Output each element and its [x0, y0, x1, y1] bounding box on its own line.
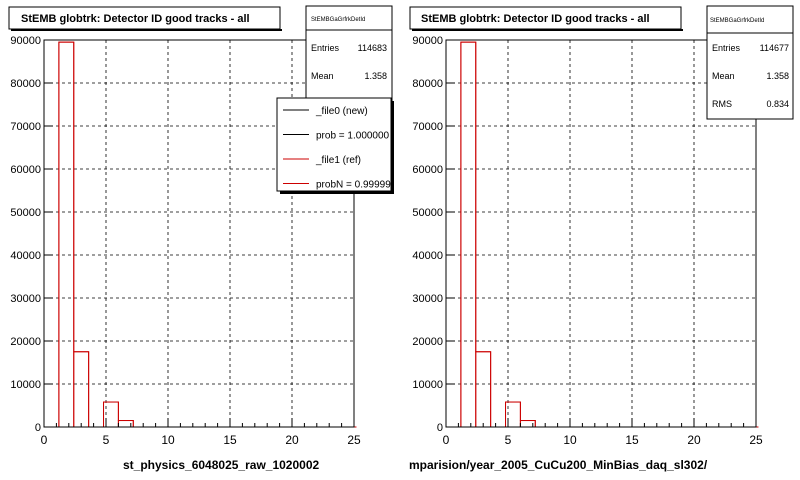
y-tick-label: 60000 — [412, 164, 443, 176]
legend-left: _file0 (new) prob = 1.000000 _file1 (ref) p… — [283, 106, 397, 191]
histogram-bar — [475, 351, 492, 428]
x-tick-label: 0 — [443, 433, 450, 447]
stats-rms-label-right: RMS — [712, 99, 732, 109]
y-tick-label: 80000 — [10, 78, 41, 90]
stats-box-right — [706, 5, 794, 120]
y-tick-label: 30000 — [10, 293, 41, 305]
y-tick-label: 60000 — [10, 164, 41, 176]
x-tick-label: 15 — [625, 433, 639, 447]
y-tick-label: 40000 — [10, 250, 41, 262]
x-tick-label: 5 — [103, 433, 110, 447]
x-axis-label-left: st_physics_6048025_raw_1020002 — [123, 458, 319, 472]
y-tick-label: 90000 — [10, 35, 41, 47]
y-tick-label: 50000 — [10, 207, 41, 219]
title-shadow-right — [412, 29, 683, 31]
x-tick-label: 25 — [749, 433, 763, 447]
stats-name-left: StEMBGaGrfrkDetId — [311, 17, 365, 23]
histogram-bar — [58, 41, 75, 428]
legend-entry-label: _file0 (new) — [315, 106, 368, 117]
x-ticks-right: 0 5 10 15 20 25 — [443, 418, 763, 447]
stats-entries-label-left: Entries — [311, 43, 340, 53]
histogram-bar — [73, 351, 90, 428]
x-tick-label: 5 — [505, 433, 512, 447]
legend-entry-label: probN = 0.999995 — [316, 180, 397, 191]
y-tick-label: 20000 — [412, 336, 443, 348]
y-tick-label: 50000 — [412, 207, 443, 219]
y-ticks-left: 0 10000 20000 30000 40000 50000 60000 70000 8000… — [10, 35, 53, 434]
stats-entries-value-left: 114683 — [358, 43, 387, 53]
plot-frame-left — [43, 39, 355, 428]
stats-name-right: StEMBGaGrfrkDetId — [710, 18, 764, 24]
y-tick-label: 70000 — [10, 121, 41, 133]
y-tick-label: 90000 — [412, 35, 443, 47]
y-tick-label: 20000 — [10, 336, 41, 348]
y-tick-label: 0 — [437, 422, 443, 434]
stats-mean-label-right: Mean — [712, 71, 735, 81]
y-tick-label: 10000 — [412, 379, 443, 391]
stats-mean-label-left: Mean — [311, 71, 334, 81]
stats-entries-label-right: Entries — [712, 43, 741, 53]
y-tick-label: 30000 — [412, 293, 443, 305]
histogram-panel-left: 0 5 10 15 20 25 0 10000 20000 30000 40000 50000 600… — [8, 5, 397, 472]
stats-mean-value-right: 1.358 — [766, 71, 789, 81]
histogram-panel-right: 0 5 10 15 20 25 0 10000 20000 30000 40000 50000 600… — [409, 5, 794, 472]
x-tick-label: 25 — [347, 433, 361, 447]
y-tick-label: 80000 — [412, 78, 443, 90]
x-tick-label: 20 — [285, 433, 299, 447]
x-tick-label: 20 — [687, 433, 701, 447]
chart-title-right: StEMB globtrk: Detector ID good tracks -… — [421, 13, 650, 25]
y-tick-label: 0 — [35, 422, 41, 434]
plot-frame-right — [445, 39, 757, 428]
x-tick-label: 0 — [41, 433, 48, 447]
x-axis-label-right: mparision/year_2005_CuCu200_MinBias_daq_… — [409, 458, 708, 472]
x-tick-label: 10 — [563, 433, 577, 447]
legend-box — [276, 97, 392, 192]
x-tick-label: 10 — [161, 433, 175, 447]
x-ticks-left: 0 5 10 15 20 25 — [41, 418, 361, 447]
title-shadow-left — [11, 29, 282, 31]
legend-entry-label: prob = 1.000000 — [316, 131, 390, 142]
y-ticks-right: 0 10000 20000 30000 40000 50000 60000 70000 8000… — [412, 35, 455, 434]
x-tick-label: 15 — [223, 433, 237, 447]
stats-entries-value-right: 114677 — [760, 43, 789, 53]
grid-right — [446, 39, 756, 427]
legend-entry-label: _file1 (ref) — [315, 155, 361, 166]
y-tick-label: 10000 — [10, 379, 41, 391]
stats-mean-value-left: 1.358 — [364, 71, 387, 81]
chart-title-left: StEMB globtrk: Detector ID good tracks -… — [21, 13, 250, 25]
y-tick-label: 40000 — [412, 250, 443, 262]
stats-rms-value-right: 0.834 — [766, 99, 789, 109]
histogram-bar — [460, 41, 477, 428]
y-tick-label: 70000 — [412, 121, 443, 133]
